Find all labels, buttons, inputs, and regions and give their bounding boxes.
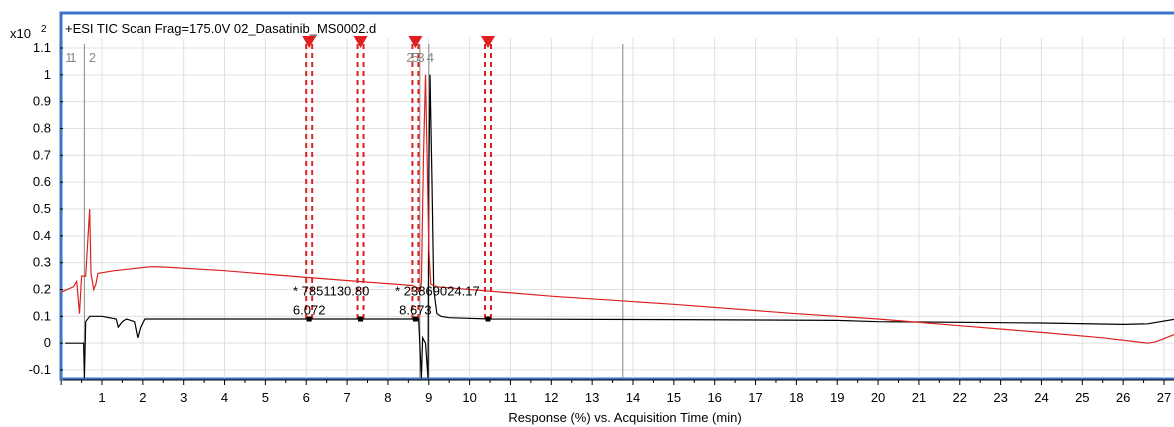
vertical-reference-lines: [83, 44, 624, 378]
series-line: [65, 74, 1174, 379]
x-tick-label: 16: [707, 390, 721, 405]
y-tick-label: 0.6: [33, 174, 51, 189]
peak-label: 1: [65, 50, 72, 65]
y-tick-label: -0.1: [29, 362, 51, 377]
series-lines: [60, 74, 1174, 379]
x-tick-label: 11: [504, 390, 518, 405]
annotation-area: * 7851130.80: [293, 284, 369, 299]
x-tick-label: 17: [748, 390, 762, 405]
annotation-time: 8.673: [399, 302, 432, 317]
series-line: [60, 74, 1174, 344]
peak-label: 5: [412, 50, 419, 65]
x-tick-label: 4: [221, 390, 228, 405]
x-tick-label: 12: [544, 390, 558, 405]
y-tick-label: 1: [44, 67, 51, 82]
peak-label: 3: [417, 50, 424, 65]
x-tick-label: 20: [871, 390, 885, 405]
marker-dot: [412, 316, 418, 322]
x-tick-label: 24: [1034, 390, 1048, 405]
x-tick-label: 23: [993, 390, 1007, 405]
x-tick-label: 6: [303, 390, 310, 405]
peak-label: 4: [427, 50, 434, 65]
x-tick-label: 18: [789, 390, 803, 405]
x-tick-label: 7: [343, 390, 350, 405]
x-tick-label: 27: [1157, 390, 1171, 405]
x-tick-label: 14: [626, 390, 640, 405]
x-tick-label: 8: [384, 390, 391, 405]
peak-annotations: * 7851130.80 6.072 * 23869024.17 8.673: [293, 284, 480, 318]
x-tick-label: 15: [667, 390, 681, 405]
marker-triangle: [353, 36, 368, 48]
x-tick-label: 26: [1116, 390, 1130, 405]
y-tick-label: 0.5: [33, 201, 51, 216]
x-tick-label: 3: [180, 390, 187, 405]
x-axis-ticks: 1 2 3 4 5 6 7 8 9 10 11 12 13 14 15 16 17 18 19 20 21 22 23 24 2…: [60, 379, 1174, 405]
y-axis-ticks: -0.1 0 0.1 0.2 0.3 0.4 0.5 0.6 0.7 0.8 0.9 1 1.1: [29, 40, 63, 377]
x-tick-label: 19: [830, 390, 844, 405]
y-tick-label: 0.7: [33, 147, 51, 162]
marker-triangle: [480, 36, 495, 48]
x-tick-label: 9: [425, 390, 432, 405]
y-tick-label: 1.1: [33, 40, 51, 55]
peak-label: 1: [69, 50, 76, 65]
chart-title: +ESI TIC Scan Frag=175.0V 02_Dasatinib_M…: [65, 21, 376, 36]
peak-label: 2: [89, 50, 96, 65]
annotation-time: 6.072: [293, 302, 326, 317]
x-tick-label: 10: [462, 390, 476, 405]
y-tick-label: 0: [44, 335, 51, 350]
marker-triangle: [408, 36, 423, 48]
y-tick-label: 0.4: [33, 228, 51, 243]
y-tick-label: 0.1: [33, 308, 51, 323]
y-multiplier-exponent: 2: [41, 24, 47, 35]
plot-frame: [59, 11, 1174, 381]
grid-lines: [63, 38, 1174, 378]
marker-triangle: [302, 36, 317, 48]
y-tick-label: 0.2: [33, 282, 51, 297]
peak-labels: 11 2 253 4: [65, 50, 434, 65]
x-tick-label: 5: [262, 390, 269, 405]
x-tick-label: 25: [1075, 390, 1089, 405]
peak-label: 2: [406, 50, 413, 65]
x-tick-label: 21: [912, 390, 926, 405]
y-tick-label: 0.8: [33, 121, 51, 136]
x-tick-label: 1: [98, 390, 105, 405]
x-tick-label: 22: [953, 390, 967, 405]
x-tick-label: 2: [139, 390, 146, 405]
x-axis-label: Response (%) vs. Acquisition Time (min): [508, 410, 741, 425]
y-multiplier-label: x10: [10, 26, 31, 41]
peak-markers: [302, 36, 495, 322]
annotation-area: * 23869024.17: [395, 284, 480, 299]
x-tick-label: 13: [585, 390, 599, 405]
y-tick-label: 0.9: [33, 94, 51, 109]
y-tick-label: 0.3: [33, 255, 51, 270]
